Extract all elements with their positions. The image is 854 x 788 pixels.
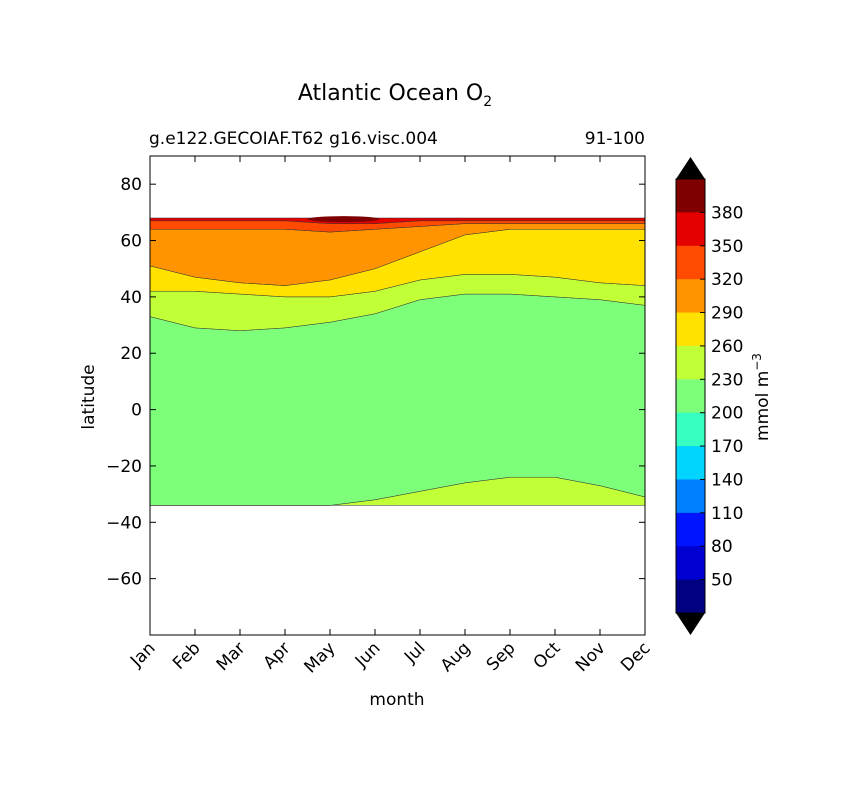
y-tick-label: 0 xyxy=(131,401,142,421)
y-axis: 80 60 40 20 0 −20 −40 −60 xyxy=(106,175,645,590)
max-region xyxy=(307,216,380,223)
colorbar-tick-label: 380 xyxy=(711,203,743,223)
colorbar-tick-label: 170 xyxy=(711,437,743,457)
colorbar-segment xyxy=(676,379,705,414)
subtitle-left: g.e122.GECOIAF.T62 g16.visc.004 xyxy=(149,129,438,149)
x-tick-label: May xyxy=(301,638,340,677)
colorbar-extend-top xyxy=(676,157,705,179)
contour-fills xyxy=(150,216,645,506)
y-tick-label: −60 xyxy=(106,570,142,590)
y-tick-label: 40 xyxy=(120,288,142,308)
colorbar-segment xyxy=(676,212,705,247)
colorbar-tick-label: 200 xyxy=(711,404,743,424)
colorbar-segment xyxy=(676,579,705,614)
colorbar-segment xyxy=(676,279,705,314)
x-tick-label: Aug xyxy=(437,638,475,676)
colorbar-segment xyxy=(676,512,705,547)
colorbar-tick-label: 320 xyxy=(711,270,743,290)
y-axis-label: latitude xyxy=(79,364,99,429)
colorbar-tick-label: 230 xyxy=(711,370,743,390)
x-tick-label: Apr xyxy=(260,638,295,673)
colorbar-segment xyxy=(676,546,705,581)
x-tick-label: Oct xyxy=(530,638,565,673)
colorbar-segment xyxy=(676,412,705,447)
colorbar-tick-label: 140 xyxy=(711,470,743,490)
colorbar-tick-label: 260 xyxy=(711,337,743,357)
x-tick-label: Jul xyxy=(400,638,429,667)
y-tick-label: −20 xyxy=(106,457,142,477)
colorbar-tick-label: 350 xyxy=(711,237,743,257)
x-tick-label: Mar xyxy=(213,638,250,675)
plot-area: Jan Feb Mar Apr May Jun Jul Aug Sep Oct Nov Dec 80 6… xyxy=(106,155,655,677)
colorbar-segment xyxy=(676,245,705,280)
colorbar-frame xyxy=(675,178,706,614)
subtitle-right: 91-100 xyxy=(585,129,645,149)
y-tick-label: −40 xyxy=(106,513,142,533)
x-tick-label: Jan xyxy=(126,638,159,671)
colorbar-segment xyxy=(676,179,705,213)
x-tick-label: Feb xyxy=(169,638,204,673)
y-tick-label: 20 xyxy=(120,344,142,364)
colorbar: 380 350 320 290 260 230 200 170 140 110 80 50 xyxy=(675,157,743,635)
x-axis-label: month xyxy=(369,690,424,710)
chart-title: Atlantic Ocean O2 xyxy=(298,81,492,110)
colorbar-tick-label: 290 xyxy=(711,304,743,324)
x-tick-label: Jun xyxy=(351,638,385,672)
x-tick-label: Nov xyxy=(572,638,610,676)
colorbar-tick-label: 50 xyxy=(711,571,733,591)
colorbar-segment xyxy=(676,312,705,347)
y-tick-label: 80 xyxy=(120,175,142,195)
title-subscript: 2 xyxy=(483,94,492,110)
colorbar-tick-label: 110 xyxy=(711,504,743,524)
colorbar-segment xyxy=(676,345,705,380)
colorbar-tick-label: 80 xyxy=(711,537,733,557)
y-tick-label: 60 xyxy=(120,232,142,252)
x-tick-label: Dec xyxy=(617,638,654,675)
colorbar-segment xyxy=(676,446,705,480)
colorbar-segment xyxy=(676,479,705,514)
colorbar-extend-bottom xyxy=(676,613,705,635)
x-tick-label: Sep xyxy=(483,638,520,675)
plot-frame xyxy=(149,155,646,636)
colorbar-label: mmol m−3 xyxy=(750,353,773,441)
colorbar-label-superscript: −3 xyxy=(750,353,764,371)
